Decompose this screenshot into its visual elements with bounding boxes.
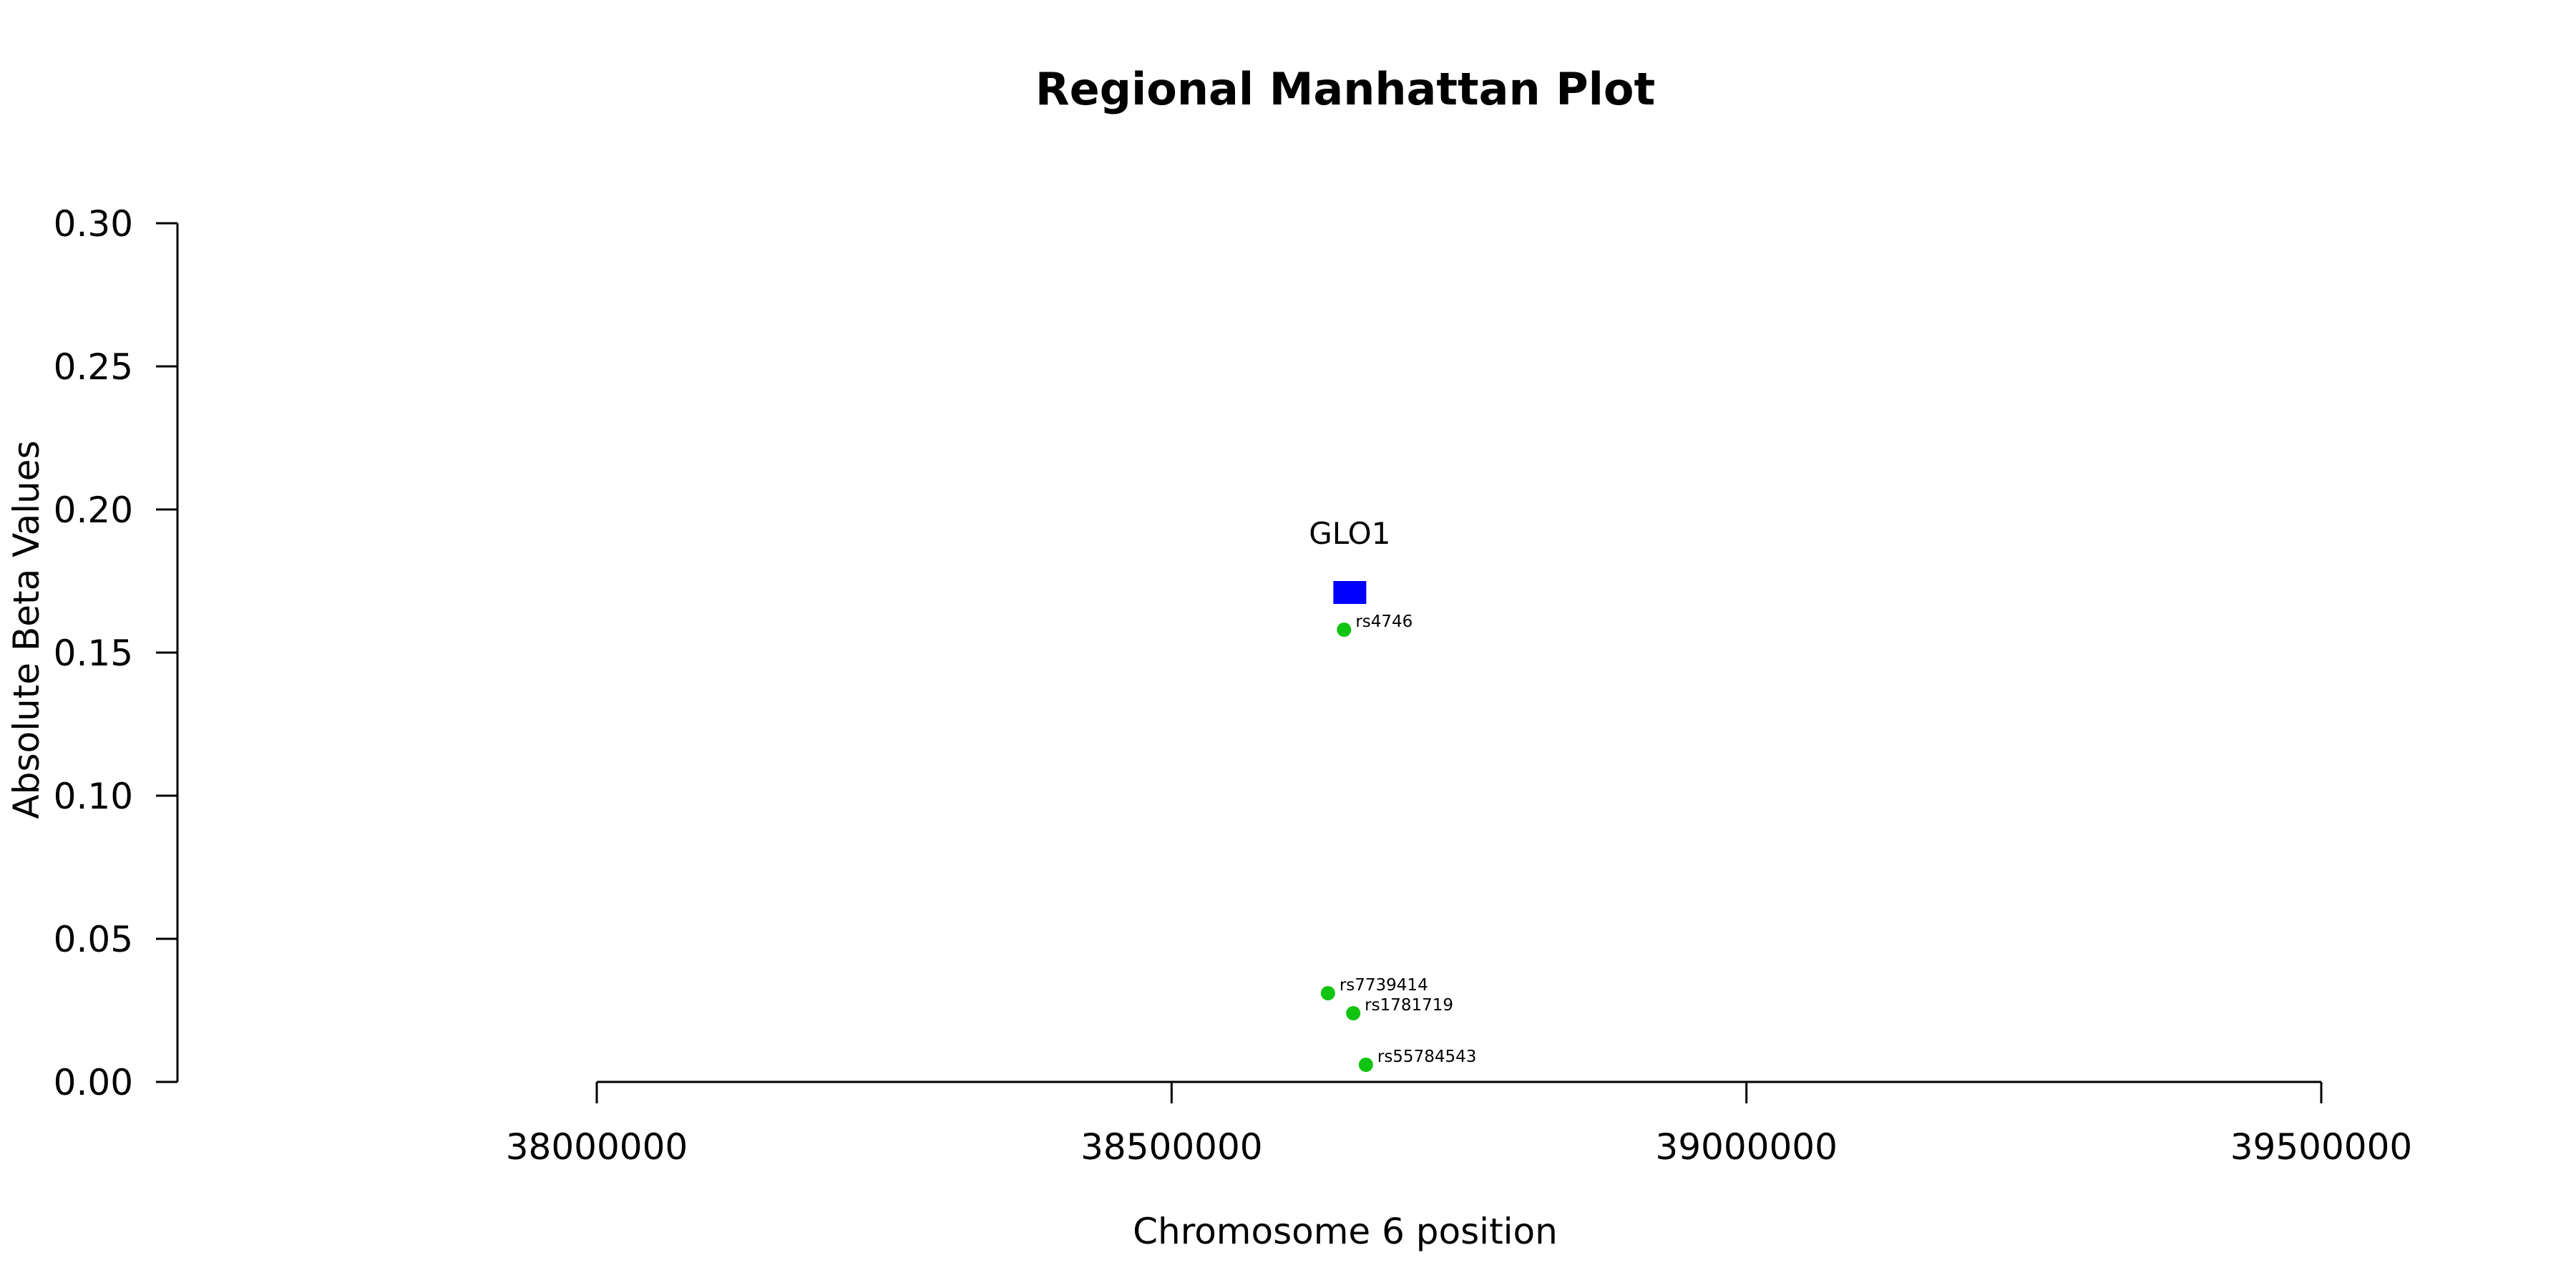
gene-label: GLO1 bbox=[1309, 516, 1390, 551]
y-tick-label: 0.25 bbox=[54, 346, 133, 388]
snp-point bbox=[1358, 1058, 1373, 1072]
y-tick-label: 0.00 bbox=[54, 1062, 133, 1103]
snp-label: rs55784543 bbox=[1377, 1048, 1477, 1066]
x-tick-label: 38500000 bbox=[1080, 1126, 1263, 1168]
snp-label: rs7739414 bbox=[1340, 976, 1428, 995]
snp-point bbox=[1320, 986, 1335, 1000]
genes-layer: GLO1 bbox=[1309, 516, 1390, 604]
y-tick-label: 0.15 bbox=[54, 633, 133, 674]
snp-point bbox=[1346, 1006, 1361, 1020]
y-tick-label: 0.10 bbox=[54, 776, 133, 817]
y-tick-label: 0.05 bbox=[54, 919, 133, 960]
x-axis-title: Chromosome 6 position bbox=[1133, 1211, 1558, 1252]
chart-title: Regional Manhattan Plot bbox=[1035, 63, 1655, 115]
gene-marker bbox=[1333, 581, 1367, 604]
snp-point bbox=[1337, 623, 1352, 637]
x-tick-label: 39500000 bbox=[2230, 1126, 2413, 1168]
y-tick-label: 0.20 bbox=[54, 489, 133, 531]
x-tick-label: 38000000 bbox=[506, 1126, 688, 1168]
x-axis: 38000000 38500000 39000000 39500000 bbox=[506, 1080, 2413, 1168]
snp-label: rs4746 bbox=[1355, 613, 1413, 631]
x-tick-label: 39000000 bbox=[1655, 1126, 1838, 1168]
snp-label: rs1781719 bbox=[1365, 996, 1453, 1015]
y-tick-label: 0.30 bbox=[54, 203, 133, 245]
y-axis: 0.00 0.05 0.10 0.15 0.20 0.25 0.30 bbox=[54, 203, 179, 1103]
y-axis-title: Absolute Beta Values bbox=[6, 441, 47, 819]
